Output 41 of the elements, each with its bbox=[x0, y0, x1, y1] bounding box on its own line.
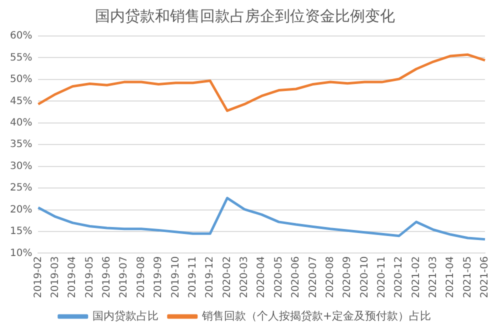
x-tick-label: 2019-12 bbox=[204, 256, 216, 298]
x-tick-label: 2020-02 bbox=[222, 256, 233, 298]
x-tick-label: 2019-04 bbox=[67, 256, 78, 298]
x-tick-label: 2021-04 bbox=[445, 256, 456, 298]
x-tick-label: 2019-11 bbox=[187, 256, 198, 298]
x-tick-label: 2019-03 bbox=[50, 256, 62, 298]
x-tick-label: 2020-04 bbox=[256, 256, 268, 298]
x-tick-label: 2019-06 bbox=[102, 256, 113, 298]
x-tick-label: 2020-10 bbox=[359, 256, 370, 298]
x-tick-label: 2019-05 bbox=[84, 256, 96, 298]
x-tick-label: 2019-02 bbox=[32, 256, 44, 298]
x-tick-label: 2020-12 bbox=[394, 256, 405, 298]
y-tick-label: 25% bbox=[10, 182, 32, 194]
x-tick-label: 2019-09 bbox=[153, 256, 164, 298]
x-tick-label: 2020-03 bbox=[239, 256, 250, 298]
x-tick-label: 2021-03 bbox=[428, 256, 440, 298]
x-tick-label: 2021-05 bbox=[462, 256, 474, 298]
x-tick-label: 2019-07 bbox=[118, 256, 130, 298]
y-tick-label: 50% bbox=[10, 74, 32, 86]
x-tick-label: 2020-08 bbox=[324, 256, 336, 298]
legend-label: 国内贷款占比 bbox=[92, 309, 158, 322]
x-tick-label: 2020-09 bbox=[342, 256, 354, 298]
y-tick-label: 45% bbox=[10, 96, 32, 107]
x-tick-label: 2020-05 bbox=[273, 256, 284, 298]
chart-title: 国内贷款和销售回款占房企到位资金比例变化 bbox=[95, 6, 395, 25]
x-tick-label: 2021-02 bbox=[410, 256, 422, 298]
x-tick-label: 2019-10 bbox=[170, 256, 182, 298]
x-tick-label: 2020-06 bbox=[290, 256, 302, 298]
x-tick-label: 2021-06 bbox=[480, 256, 491, 298]
y-tick-label: 35% bbox=[10, 139, 32, 150]
y-tick-label: 55% bbox=[10, 52, 32, 64]
x-tick-label: 2020-11 bbox=[376, 256, 388, 298]
legend-label: 销售回款（个人按揭贷款+定金及预付款）占比 bbox=[200, 309, 432, 322]
y-tick-label: 20% bbox=[10, 204, 32, 216]
y-tick-label: 10% bbox=[10, 248, 32, 259]
y-tick-label: 30% bbox=[10, 160, 32, 172]
x-tick-label: 2019-08 bbox=[136, 256, 147, 298]
x-tick-label: 2020-07 bbox=[308, 256, 319, 298]
y-tick-label: 40% bbox=[10, 117, 32, 128]
y-tick-label: 60% bbox=[10, 30, 32, 42]
y-tick-label: 15% bbox=[10, 226, 32, 238]
